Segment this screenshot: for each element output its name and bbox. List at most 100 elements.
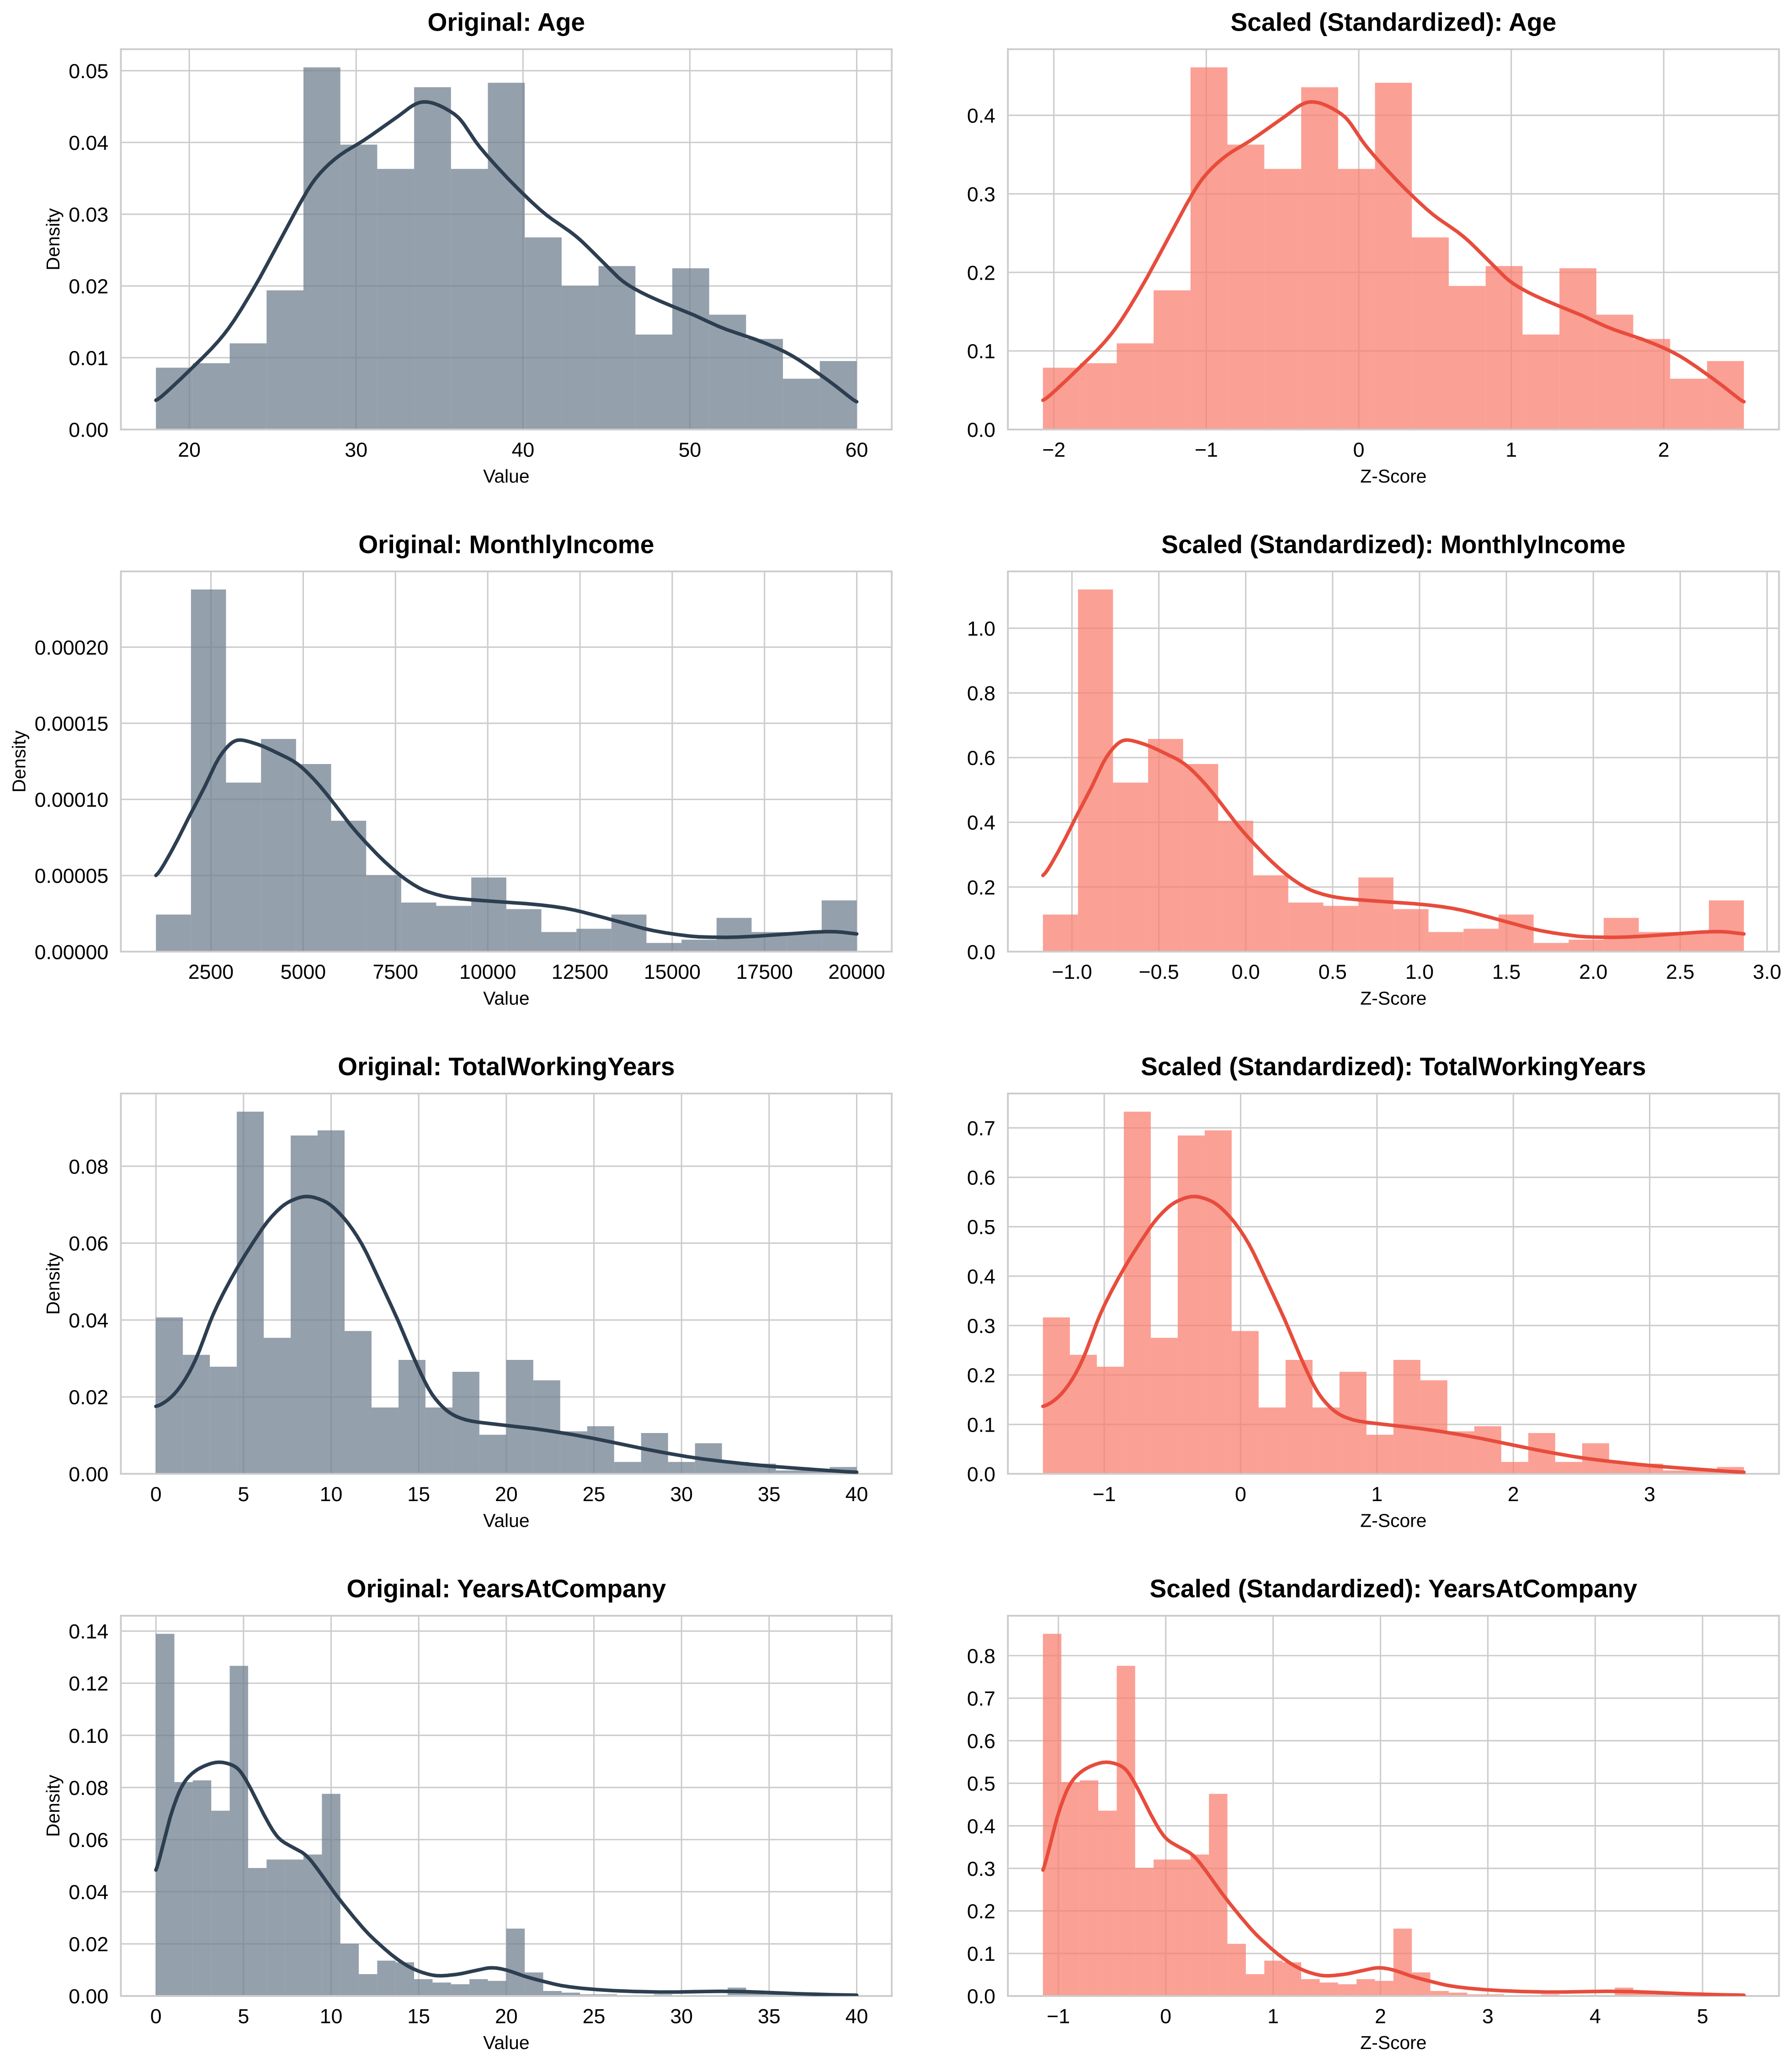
svg-text:0.02: 0.02 <box>69 1386 108 1409</box>
svg-text:0.00015: 0.00015 <box>35 713 109 735</box>
svg-text:0.02: 0.02 <box>69 1933 108 1956</box>
svg-text:12500: 12500 <box>552 961 608 983</box>
svg-text:0.7: 0.7 <box>967 1688 995 1710</box>
svg-text:1.5: 1.5 <box>1492 961 1521 983</box>
svg-text:0.3: 0.3 <box>967 1315 995 1338</box>
svg-text:Original: YearsAtCompany: Original: YearsAtCompany <box>347 1575 666 1603</box>
svg-text:0.4: 0.4 <box>967 1266 995 1288</box>
svg-text:0.04: 0.04 <box>69 132 108 154</box>
svg-text:Scaled (Standardized): Age: Scaled (Standardized): Age <box>1230 8 1556 37</box>
svg-text:0.1: 0.1 <box>967 1943 995 1965</box>
svg-text:0.06: 0.06 <box>69 1829 108 1852</box>
svg-text:0.2: 0.2 <box>967 1364 995 1387</box>
svg-text:1: 1 <box>1371 1483 1383 1506</box>
svg-text:7500: 7500 <box>373 961 418 983</box>
svg-text:0.2: 0.2 <box>967 1900 995 1923</box>
svg-text:0.3: 0.3 <box>967 183 995 206</box>
svg-text:20: 20 <box>178 439 201 462</box>
svg-text:40: 40 <box>511 439 534 462</box>
svg-text:20: 20 <box>495 2006 518 2028</box>
svg-text:0.12: 0.12 <box>69 1673 108 1695</box>
svg-text:0.0: 0.0 <box>1232 961 1260 983</box>
svg-text:1: 1 <box>1267 2006 1279 2028</box>
svg-text:0.3: 0.3 <box>967 1858 995 1880</box>
svg-text:0.7: 0.7 <box>967 1117 995 1140</box>
svg-text:0.08: 0.08 <box>69 1156 108 1178</box>
svg-text:5000: 5000 <box>281 961 326 983</box>
svg-text:Scaled (Standardized): YearsAt: Scaled (Standardized): YearsAtCompany <box>1149 1575 1637 1603</box>
svg-text:50: 50 <box>679 439 702 462</box>
svg-text:Value: Value <box>483 988 529 1009</box>
svg-text:Value: Value <box>483 466 529 487</box>
svg-text:2.0: 2.0 <box>1579 961 1607 983</box>
svg-text:−0.5: −0.5 <box>1138 961 1179 983</box>
svg-text:0.03: 0.03 <box>69 204 108 226</box>
svg-text:Density: Density <box>43 1253 64 1315</box>
svg-text:5: 5 <box>238 2006 249 2028</box>
svg-text:0: 0 <box>1235 1483 1246 1506</box>
svg-text:Original: MonthlyIncome: Original: MonthlyIncome <box>358 530 654 558</box>
svg-text:0.00: 0.00 <box>69 419 108 441</box>
svg-text:Density: Density <box>43 208 64 271</box>
svg-text:35: 35 <box>758 2006 781 2028</box>
svg-text:0.00: 0.00 <box>69 1985 108 2008</box>
svg-text:0.08: 0.08 <box>69 1777 108 1800</box>
svg-text:Z-Score: Z-Score <box>1360 466 1426 487</box>
svg-text:3: 3 <box>1644 1483 1655 1506</box>
svg-text:10: 10 <box>320 2006 343 2028</box>
svg-text:0.06: 0.06 <box>69 1233 108 1255</box>
svg-text:25: 25 <box>583 1483 606 1506</box>
svg-text:0.6: 0.6 <box>967 1167 995 1189</box>
svg-text:0.02: 0.02 <box>69 276 108 298</box>
svg-text:0.8: 0.8 <box>967 683 995 705</box>
svg-text:−2: −2 <box>1042 439 1065 462</box>
svg-text:0: 0 <box>150 2006 162 2028</box>
svg-text:0.0: 0.0 <box>967 1985 995 2008</box>
svg-text:−1.0: −1.0 <box>1052 961 1092 983</box>
svg-text:1.0: 1.0 <box>967 618 995 640</box>
svg-text:25: 25 <box>583 2006 606 2028</box>
svg-text:0.5: 0.5 <box>967 1773 995 1795</box>
svg-text:3: 3 <box>1482 2006 1494 2028</box>
svg-text:35: 35 <box>758 1483 781 1506</box>
svg-text:30: 30 <box>670 2006 693 2028</box>
svg-text:2: 2 <box>1658 439 1670 462</box>
svg-text:0.00: 0.00 <box>69 1464 108 1486</box>
svg-text:15: 15 <box>407 1483 430 1506</box>
svg-text:0.05: 0.05 <box>69 60 108 83</box>
svg-text:5: 5 <box>1697 2006 1708 2028</box>
svg-text:0.0: 0.0 <box>967 1464 995 1486</box>
svg-text:0: 0 <box>1160 2006 1171 2028</box>
svg-text:1.0: 1.0 <box>1405 961 1434 983</box>
svg-text:0.2: 0.2 <box>967 262 995 284</box>
svg-text:Z-Score: Z-Score <box>1360 1510 1426 1531</box>
svg-text:0.1: 0.1 <box>967 340 995 363</box>
svg-text:15000: 15000 <box>644 961 701 983</box>
svg-text:0.10: 0.10 <box>69 1725 108 1747</box>
svg-text:0.01: 0.01 <box>69 347 108 370</box>
svg-text:5: 5 <box>238 1483 249 1506</box>
svg-text:−1: −1 <box>1195 439 1218 462</box>
svg-text:40: 40 <box>845 2006 868 2028</box>
svg-text:Scaled (Standardized): TotalWo: Scaled (Standardized): TotalWorkingYears <box>1141 1052 1646 1081</box>
svg-text:2.5: 2.5 <box>1666 961 1694 983</box>
svg-text:0.0: 0.0 <box>967 941 995 964</box>
svg-text:15: 15 <box>407 2006 430 2028</box>
svg-text:0.0: 0.0 <box>967 419 995 441</box>
svg-text:Original: TotalWorkingYears: Original: TotalWorkingYears <box>338 1052 675 1081</box>
svg-text:0.4: 0.4 <box>967 105 995 127</box>
svg-text:2: 2 <box>1508 1483 1519 1506</box>
svg-text:0.6: 0.6 <box>967 747 995 770</box>
svg-text:Value: Value <box>483 2032 529 2053</box>
svg-text:1: 1 <box>1505 439 1517 462</box>
svg-text:0.00020: 0.00020 <box>35 637 109 659</box>
svg-text:40: 40 <box>845 1483 868 1506</box>
svg-text:Original: Age: Original: Age <box>428 8 585 37</box>
svg-text:0.04: 0.04 <box>69 1310 108 1332</box>
svg-text:20: 20 <box>495 1483 518 1506</box>
svg-text:Scaled (Standardized): Monthly: Scaled (Standardized): MonthlyIncome <box>1161 530 1626 558</box>
svg-text:2: 2 <box>1375 2006 1386 2028</box>
svg-text:0.5: 0.5 <box>967 1216 995 1239</box>
svg-text:10000: 10000 <box>459 961 516 983</box>
svg-text:0.6: 0.6 <box>967 1731 995 1753</box>
